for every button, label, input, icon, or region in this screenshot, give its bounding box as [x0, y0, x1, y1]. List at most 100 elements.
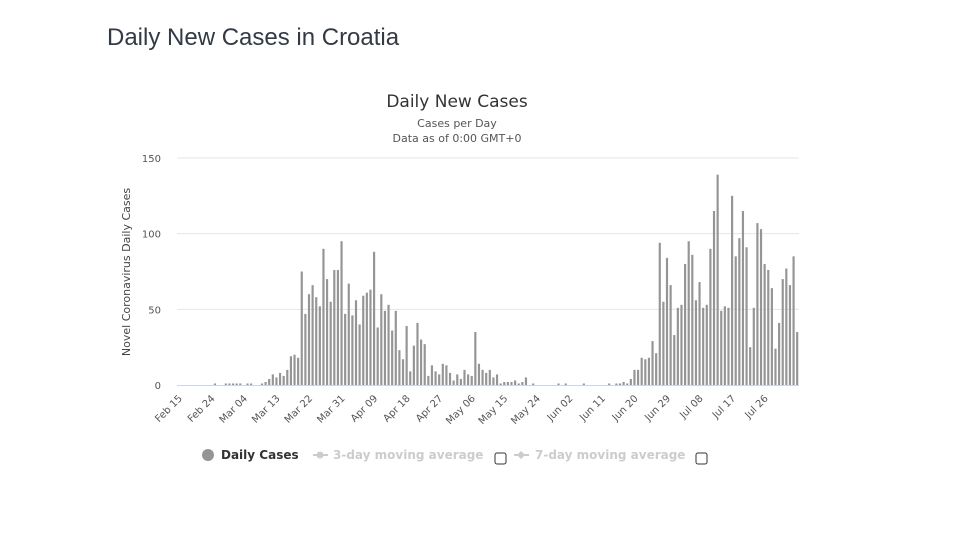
bar: [564, 383, 567, 385]
bar: [362, 295, 365, 385]
bar: [738, 238, 741, 385]
bar: [213, 383, 217, 385]
bar: [383, 310, 387, 385]
bar: [264, 381, 267, 385]
y-axis-title: Novel Coronavirus Daily Cases: [120, 188, 133, 356]
bar: [463, 369, 466, 385]
bar: [745, 247, 748, 385]
bar: [398, 350, 401, 385]
checkbox-3day-avg[interactable]: [494, 452, 507, 465]
bar: [499, 383, 502, 385]
bar: [311, 285, 314, 385]
x-tick-label: Mar 04: [218, 393, 250, 425]
bar: [788, 285, 792, 385]
legend: Daily Cases 3-day moving average 7-day mov…: [202, 448, 708, 465]
bar: [304, 313, 307, 385]
bar: [391, 330, 394, 385]
diamond-marker-icon: [517, 451, 525, 459]
bar: [459, 378, 462, 385]
bar: [315, 297, 318, 385]
bar: [687, 241, 690, 385]
bar: [665, 257, 669, 385]
bar: [503, 381, 506, 385]
x-tick-label: Apr 27: [414, 393, 445, 424]
bar: [387, 304, 390, 385]
bar: [705, 304, 708, 385]
x-tick-label: Jul 26: [743, 393, 771, 421]
bar: [289, 356, 292, 385]
bar: [510, 381, 513, 385]
bar: [615, 383, 618, 385]
bar: [427, 375, 430, 385]
bar: [608, 383, 611, 385]
bar: [318, 306, 321, 385]
bar: [626, 383, 629, 385]
bar: [716, 174, 719, 385]
x-tick-label: Jun 02: [545, 393, 576, 424]
bar: [376, 327, 379, 385]
bar: [412, 345, 415, 385]
bar: [582, 383, 585, 385]
bar: [336, 269, 340, 385]
x-tick-label: May 06: [444, 393, 478, 427]
bar: [228, 383, 231, 385]
bar: [231, 383, 235, 385]
x-tick-label: May 24: [509, 393, 543, 427]
bar: [709, 248, 712, 385]
bar: [401, 359, 405, 385]
bar: [741, 210, 745, 385]
legend-item-daily-cases[interactable]: Daily Cases: [221, 448, 299, 462]
x-tick-label: Jun 11: [577, 393, 608, 424]
y-tick-label: 100: [142, 230, 161, 241]
bar: [477, 363, 481, 385]
bar: [380, 294, 383, 385]
bar: [684, 263, 687, 385]
x-tick-label: Mar 22: [283, 393, 315, 425]
x-tick-label: Mar 13: [250, 393, 282, 425]
bar: [636, 369, 640, 385]
bars: [213, 174, 799, 385]
checkbox-7day-avg[interactable]: [695, 452, 708, 465]
bar: [434, 371, 437, 385]
line-marker-dot-icon: [316, 451, 324, 459]
x-tick-label: Apr 18: [381, 393, 412, 424]
bar: [557, 383, 560, 385]
bar: [239, 383, 242, 385]
bar: [640, 357, 643, 385]
bar: [347, 283, 350, 385]
bar: [633, 369, 636, 385]
bar: [373, 251, 376, 385]
bar: [456, 374, 459, 385]
bar: [691, 254, 694, 385]
bar: [785, 268, 788, 385]
x-tick-label: Jul 17: [710, 393, 738, 421]
x-tick-label: Feb 24: [186, 393, 218, 425]
bar: [286, 369, 289, 385]
bar: [235, 383, 238, 385]
chart-subtitle-2: Data as of 0:00 GMT+0: [393, 132, 522, 145]
x-tick-label: Feb 15: [153, 393, 185, 425]
bar: [506, 381, 509, 385]
bar: [416, 322, 419, 385]
chart-title: Daily New Cases: [386, 92, 528, 112]
bar: [767, 269, 770, 385]
bar: [358, 324, 361, 385]
bar: [282, 375, 285, 385]
bar: [448, 372, 452, 385]
bar: [369, 289, 372, 385]
bar: [224, 383, 227, 385]
x-tick-label: Mar 31: [315, 393, 347, 425]
bar: [734, 256, 737, 385]
x-tick-label: May 15: [477, 393, 511, 427]
bar: [796, 332, 799, 385]
x-tick-label: Jun 29: [642, 393, 673, 424]
legend-item-3day-avg[interactable]: 3-day moving average: [333, 448, 483, 462]
legend-item-7day-avg[interactable]: 7-day moving average: [535, 448, 685, 462]
bar: [271, 374, 274, 385]
bar: [365, 292, 368, 385]
bar: [680, 304, 683, 385]
bar: [778, 322, 781, 385]
x-tick-label: Jun 20: [610, 393, 641, 424]
bar: [517, 383, 520, 385]
